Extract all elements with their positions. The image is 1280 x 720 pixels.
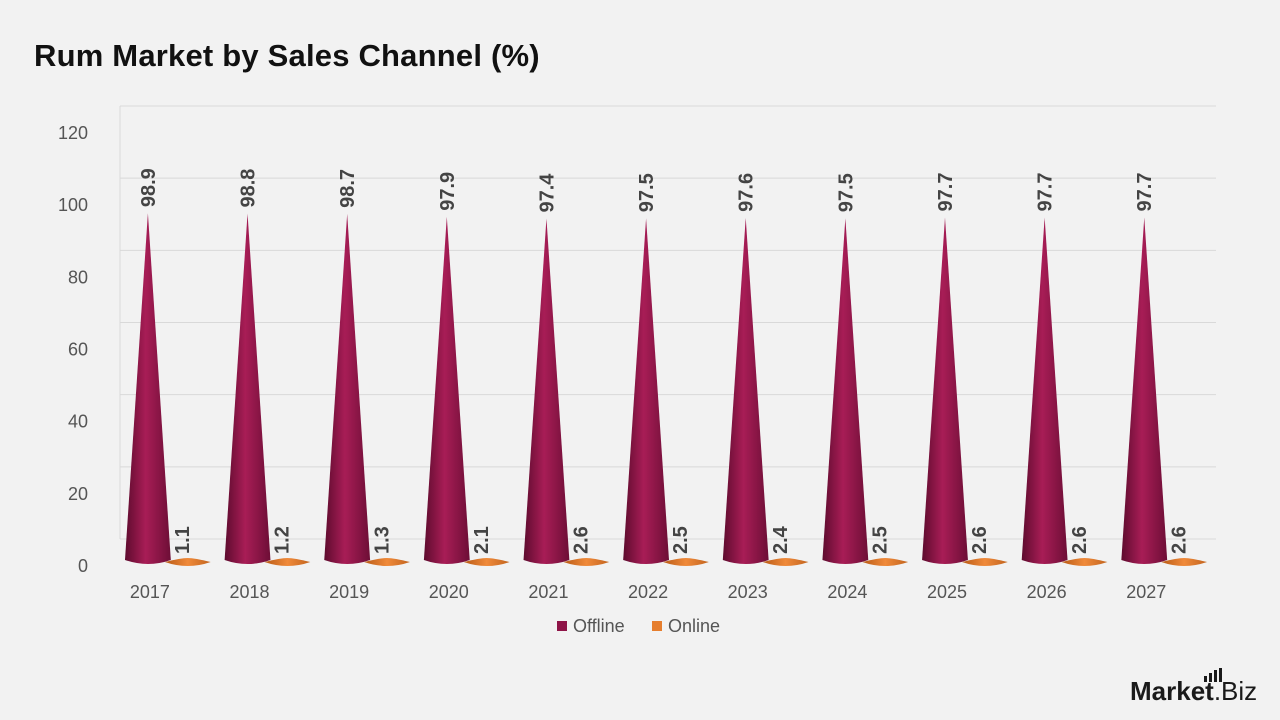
x-tick-label: 2025 [927, 582, 967, 602]
bar-offline-2017 [124, 213, 171, 564]
brand-name: Market [1130, 676, 1214, 706]
bar-online-2024 [862, 558, 909, 566]
bar-offline-2025 [922, 217, 968, 565]
bar-online-2026 [1061, 558, 1108, 566]
x-tick-label: 2018 [230, 582, 270, 602]
data-label-offline-2021: 97.4 [536, 173, 558, 213]
x-tick-label: 2024 [827, 582, 867, 602]
y-tick-label: 40 [68, 412, 88, 432]
bar-offline-2019 [324, 213, 371, 565]
bar-online-2020 [463, 558, 510, 566]
data-label-online-2026: 2.6 [1069, 526, 1091, 554]
data-label-online-2027: 2.6 [1168, 526, 1190, 554]
data-label-online-2025: 2.6 [969, 526, 991, 554]
x-tick-label: 2027 [1126, 582, 1166, 602]
plot-area [124, 213, 1208, 566]
bar-offline-2022 [623, 218, 669, 564]
bar-online-2025 [961, 558, 1008, 566]
y-tick-label: 100 [58, 195, 88, 215]
data-label-online-2020: 2.1 [471, 526, 493, 554]
data-label-offline-2023: 97.6 [736, 173, 758, 212]
bar-online-2019 [364, 558, 410, 566]
data-label-offline-2017: 98.9 [138, 168, 160, 207]
data-label-offline-2019: 98.7 [337, 169, 359, 208]
bar-offline-2018 [224, 213, 271, 564]
x-axis: 2017 2018 2019 2020 2021 2022 2023 2024 2025 2026… [130, 582, 1166, 602]
data-label-online-2024: 2.5 [869, 526, 891, 554]
data-label-online-2022: 2.5 [670, 526, 692, 554]
data-label-online-2021: 2.6 [571, 526, 593, 554]
data-label-offline-2020: 97.9 [437, 172, 459, 211]
legend: Offline Online [557, 616, 720, 636]
data-label-offline-2026: 97.7 [1035, 173, 1057, 212]
data-label-online-2023: 2.4 [770, 525, 792, 554]
data-label-online-2019: 1.3 [371, 526, 393, 554]
brand-logo: Market.Biz [1130, 676, 1257, 707]
legend-label-online: Online [668, 616, 720, 636]
bar-online-2018 [264, 558, 311, 566]
x-tick-label: 2020 [429, 582, 469, 602]
legend-label-offline: Offline [573, 616, 625, 636]
y-tick-label: 80 [68, 267, 88, 287]
bar-offline-2026 [1021, 217, 1068, 565]
data-label-offline-2025: 97.7 [935, 173, 957, 212]
bar-online-2022 [663, 558, 709, 566]
gridlines [119, 105, 1216, 540]
x-tick-label: 2019 [329, 582, 369, 602]
data-label-offline-2024: 97.5 [835, 173, 857, 212]
bar-offline-2024 [822, 218, 869, 564]
bar-offline-2027 [1121, 217, 1168, 565]
data-label-online-2017: 1.1 [172, 526, 194, 554]
y-axis: 0 20 40 60 80 100 120 [58, 123, 88, 576]
bar-offline-2020 [423, 216, 470, 564]
data-label-offline-2027: 97.7 [1134, 173, 1156, 212]
x-tick-label: 2023 [728, 582, 768, 602]
bar-online-2023 [762, 558, 809, 566]
bar-chart-icon [1204, 668, 1222, 682]
bar-offline-2023 [722, 217, 769, 564]
chart-title: Rum Market by Sales Channel (%) [34, 38, 540, 73]
y-tick-label: 120 [58, 123, 88, 143]
y-tick-label: 0 [78, 556, 88, 576]
data-label-offline-2018: 98.8 [238, 169, 260, 208]
x-tick-label: 2026 [1027, 582, 1067, 602]
bar-online-2017 [164, 558, 211, 566]
y-tick-label: 60 [68, 340, 88, 360]
x-tick-label: 2017 [130, 582, 170, 602]
bar-online-2021 [563, 558, 610, 566]
bar-offline-2021 [523, 218, 570, 564]
legend-swatch-offline [557, 621, 567, 631]
bar-online-2027 [1161, 558, 1208, 566]
data-label-online-2018: 1.2 [272, 526, 294, 554]
y-tick-label: 20 [68, 484, 88, 504]
x-tick-label: 2021 [528, 582, 568, 602]
x-tick-label: 2022 [628, 582, 668, 602]
legend-swatch-online [652, 621, 662, 631]
data-label-offline-2022: 97.5 [636, 173, 658, 212]
data-labels: 98.9 1.1 98.8 1.2 98.7 1.3 97.9 2.1 97.4 2.6 97.5 2… [138, 168, 1190, 554]
